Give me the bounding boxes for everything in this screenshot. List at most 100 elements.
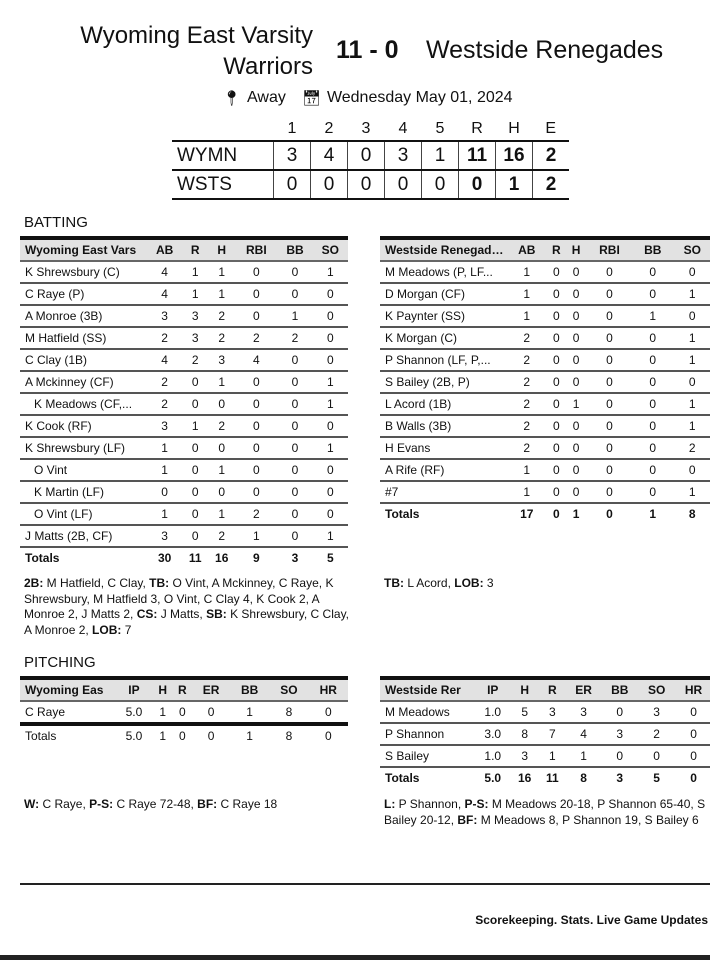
total-cell: 0	[308, 722, 348, 746]
linescore-cell: 16	[495, 140, 533, 170]
linescore-column-header: 1	[287, 120, 297, 137]
table-row: A Rife (RF) 1 0 0 0 0 0	[380, 459, 710, 482]
stat-cell: 3	[538, 701, 566, 724]
stat-cell: 1	[538, 745, 566, 768]
note-value: C Raye,	[39, 797, 90, 811]
stat-cell: 3	[147, 415, 183, 438]
stat-cell: 0	[585, 415, 633, 438]
stat-cell: 1	[147, 503, 183, 526]
stat-cell: 0	[235, 371, 278, 394]
stat-cell: 0	[675, 723, 710, 746]
column-header: AB	[147, 236, 183, 262]
note-label: TB:	[149, 576, 170, 590]
total-cell: 1	[566, 502, 586, 524]
stat-cell: 1	[672, 283, 710, 306]
linescore-cell: 0	[347, 140, 385, 170]
stat-cell: 0	[672, 261, 710, 284]
note-label: P-S:	[89, 797, 114, 811]
note-value: M Meadows 8, P Shannon 19, S Bailey 6	[477, 812, 699, 827]
note-value: P Shannon,	[395, 797, 465, 811]
column-header: H	[510, 676, 539, 702]
stat-cell: 0	[633, 459, 673, 482]
table-row: K Cook (RF) 3 1 2 0 0 0	[20, 415, 348, 438]
stat-cell: 3.0	[475, 723, 511, 746]
stat-cell: 3	[147, 305, 183, 328]
stat-cell: 4	[147, 283, 183, 306]
total-cell: 30	[147, 546, 183, 568]
date-label: Wednesday May 01, 2024	[326, 89, 513, 106]
stat-cell: 0	[566, 481, 586, 504]
table-row: K Paynter (SS) 1 0 0 0 1 0	[380, 305, 710, 328]
stat-cell: 0	[601, 745, 639, 768]
stat-cell: 1	[672, 349, 710, 372]
stat-cell: 0	[585, 437, 633, 460]
stat-cell: 0	[235, 481, 278, 504]
note-value: C Raye 18	[217, 797, 278, 811]
note-value: M Meadows 20-18, P Shannon 65-40, S Bail…	[384, 797, 706, 827]
stat-cell: 0	[208, 437, 236, 460]
linescore-cell: 0	[310, 169, 348, 200]
column-header: IP	[115, 676, 153, 702]
table-row: J Matts (2B, CF) 3 0 2 1 0 1	[20, 525, 348, 548]
total-cell: 5	[638, 766, 676, 788]
stat-cell: 0	[566, 327, 586, 350]
location-label: Away	[247, 89, 286, 106]
linescore-cell: 0	[347, 169, 385, 200]
stat-cell: 0	[672, 305, 710, 328]
team-column-header: Westside Renegad…	[380, 236, 507, 262]
stat-cell: 2	[507, 371, 547, 394]
stat-cell: 2	[672, 437, 710, 460]
player-name: J Matts (2B, CF)	[20, 525, 147, 548]
player-name: K Martin (LF)	[20, 481, 147, 504]
linescore-header-row: 1 2 3 4 5 R H E	[172, 118, 569, 141]
player-name: C Clay (1B)	[20, 349, 147, 372]
linescore-team-header	[172, 118, 274, 141]
stat-cell: 0	[566, 459, 586, 482]
team-column-header: Westside Rer	[380, 676, 475, 702]
linescore-column-header: R	[471, 120, 483, 137]
stat-cell: 7	[538, 723, 566, 746]
stat-cell: 2	[235, 327, 278, 350]
stat-cell: 0	[312, 349, 348, 372]
stat-cell: 1	[565, 745, 602, 768]
home-pitching-table: Wyoming Eas IP H R ER BB SO HR C Raye 5.0 1 0 0 1 8 0 To…	[20, 676, 348, 746]
stat-cell: 0	[182, 481, 209, 504]
stat-cell: 1	[277, 305, 313, 328]
stat-cell: 2	[507, 415, 547, 438]
linescore-cell: 3	[384, 140, 422, 170]
note-value: J Matts,	[157, 607, 207, 621]
player-name: K Cook (RF)	[20, 415, 147, 438]
pitching-section-title: PITCHING	[24, 654, 96, 671]
stat-cell: 1	[182, 283, 209, 306]
bottom-bar	[0, 955, 710, 960]
stat-cell: 0	[182, 393, 209, 416]
map-pin-icon: 📍︎	[222, 90, 242, 107]
stat-cell: 3	[208, 349, 236, 372]
table-row: M Hatfield (SS) 2 3 2 2 2 0	[20, 327, 348, 350]
stat-cell: 1	[312, 371, 348, 394]
batting-section-title: BATTING	[24, 214, 88, 231]
total-cell: 9	[235, 546, 278, 568]
column-header: SO	[269, 676, 309, 702]
player-name: B Walls (3B)	[380, 415, 507, 438]
home-pitching-notes: W: C Raye, P-S: C Raye 72-48, BF: C Raye…	[24, 797, 354, 813]
table-row: K Morgan (C) 2 0 0 0 0 1	[380, 327, 710, 350]
linescore-cell: 2	[532, 169, 569, 200]
column-header: BB	[601, 676, 639, 702]
stat-cell: 2	[235, 503, 278, 526]
column-header: HR	[675, 676, 710, 702]
player-name: A Rife (RF)	[380, 459, 507, 482]
table-row: P Shannon 3.0 8 7 4 3 2 0	[380, 723, 710, 746]
linescore-column-header: E	[545, 120, 557, 137]
stat-cell: 0	[585, 261, 633, 284]
stat-cell: 1	[312, 261, 348, 284]
player-name: M Meadows (P, LF...	[380, 261, 507, 284]
stat-cell: 0	[312, 305, 348, 328]
player-name: L Acord (1B)	[380, 393, 507, 416]
note-value: 7	[121, 622, 132, 637]
stat-cell: 0	[546, 349, 567, 372]
column-header: IP	[475, 676, 511, 702]
stat-cell: 0	[235, 261, 278, 284]
stat-cell: 2	[507, 393, 547, 416]
stat-cell: 2	[507, 349, 547, 372]
